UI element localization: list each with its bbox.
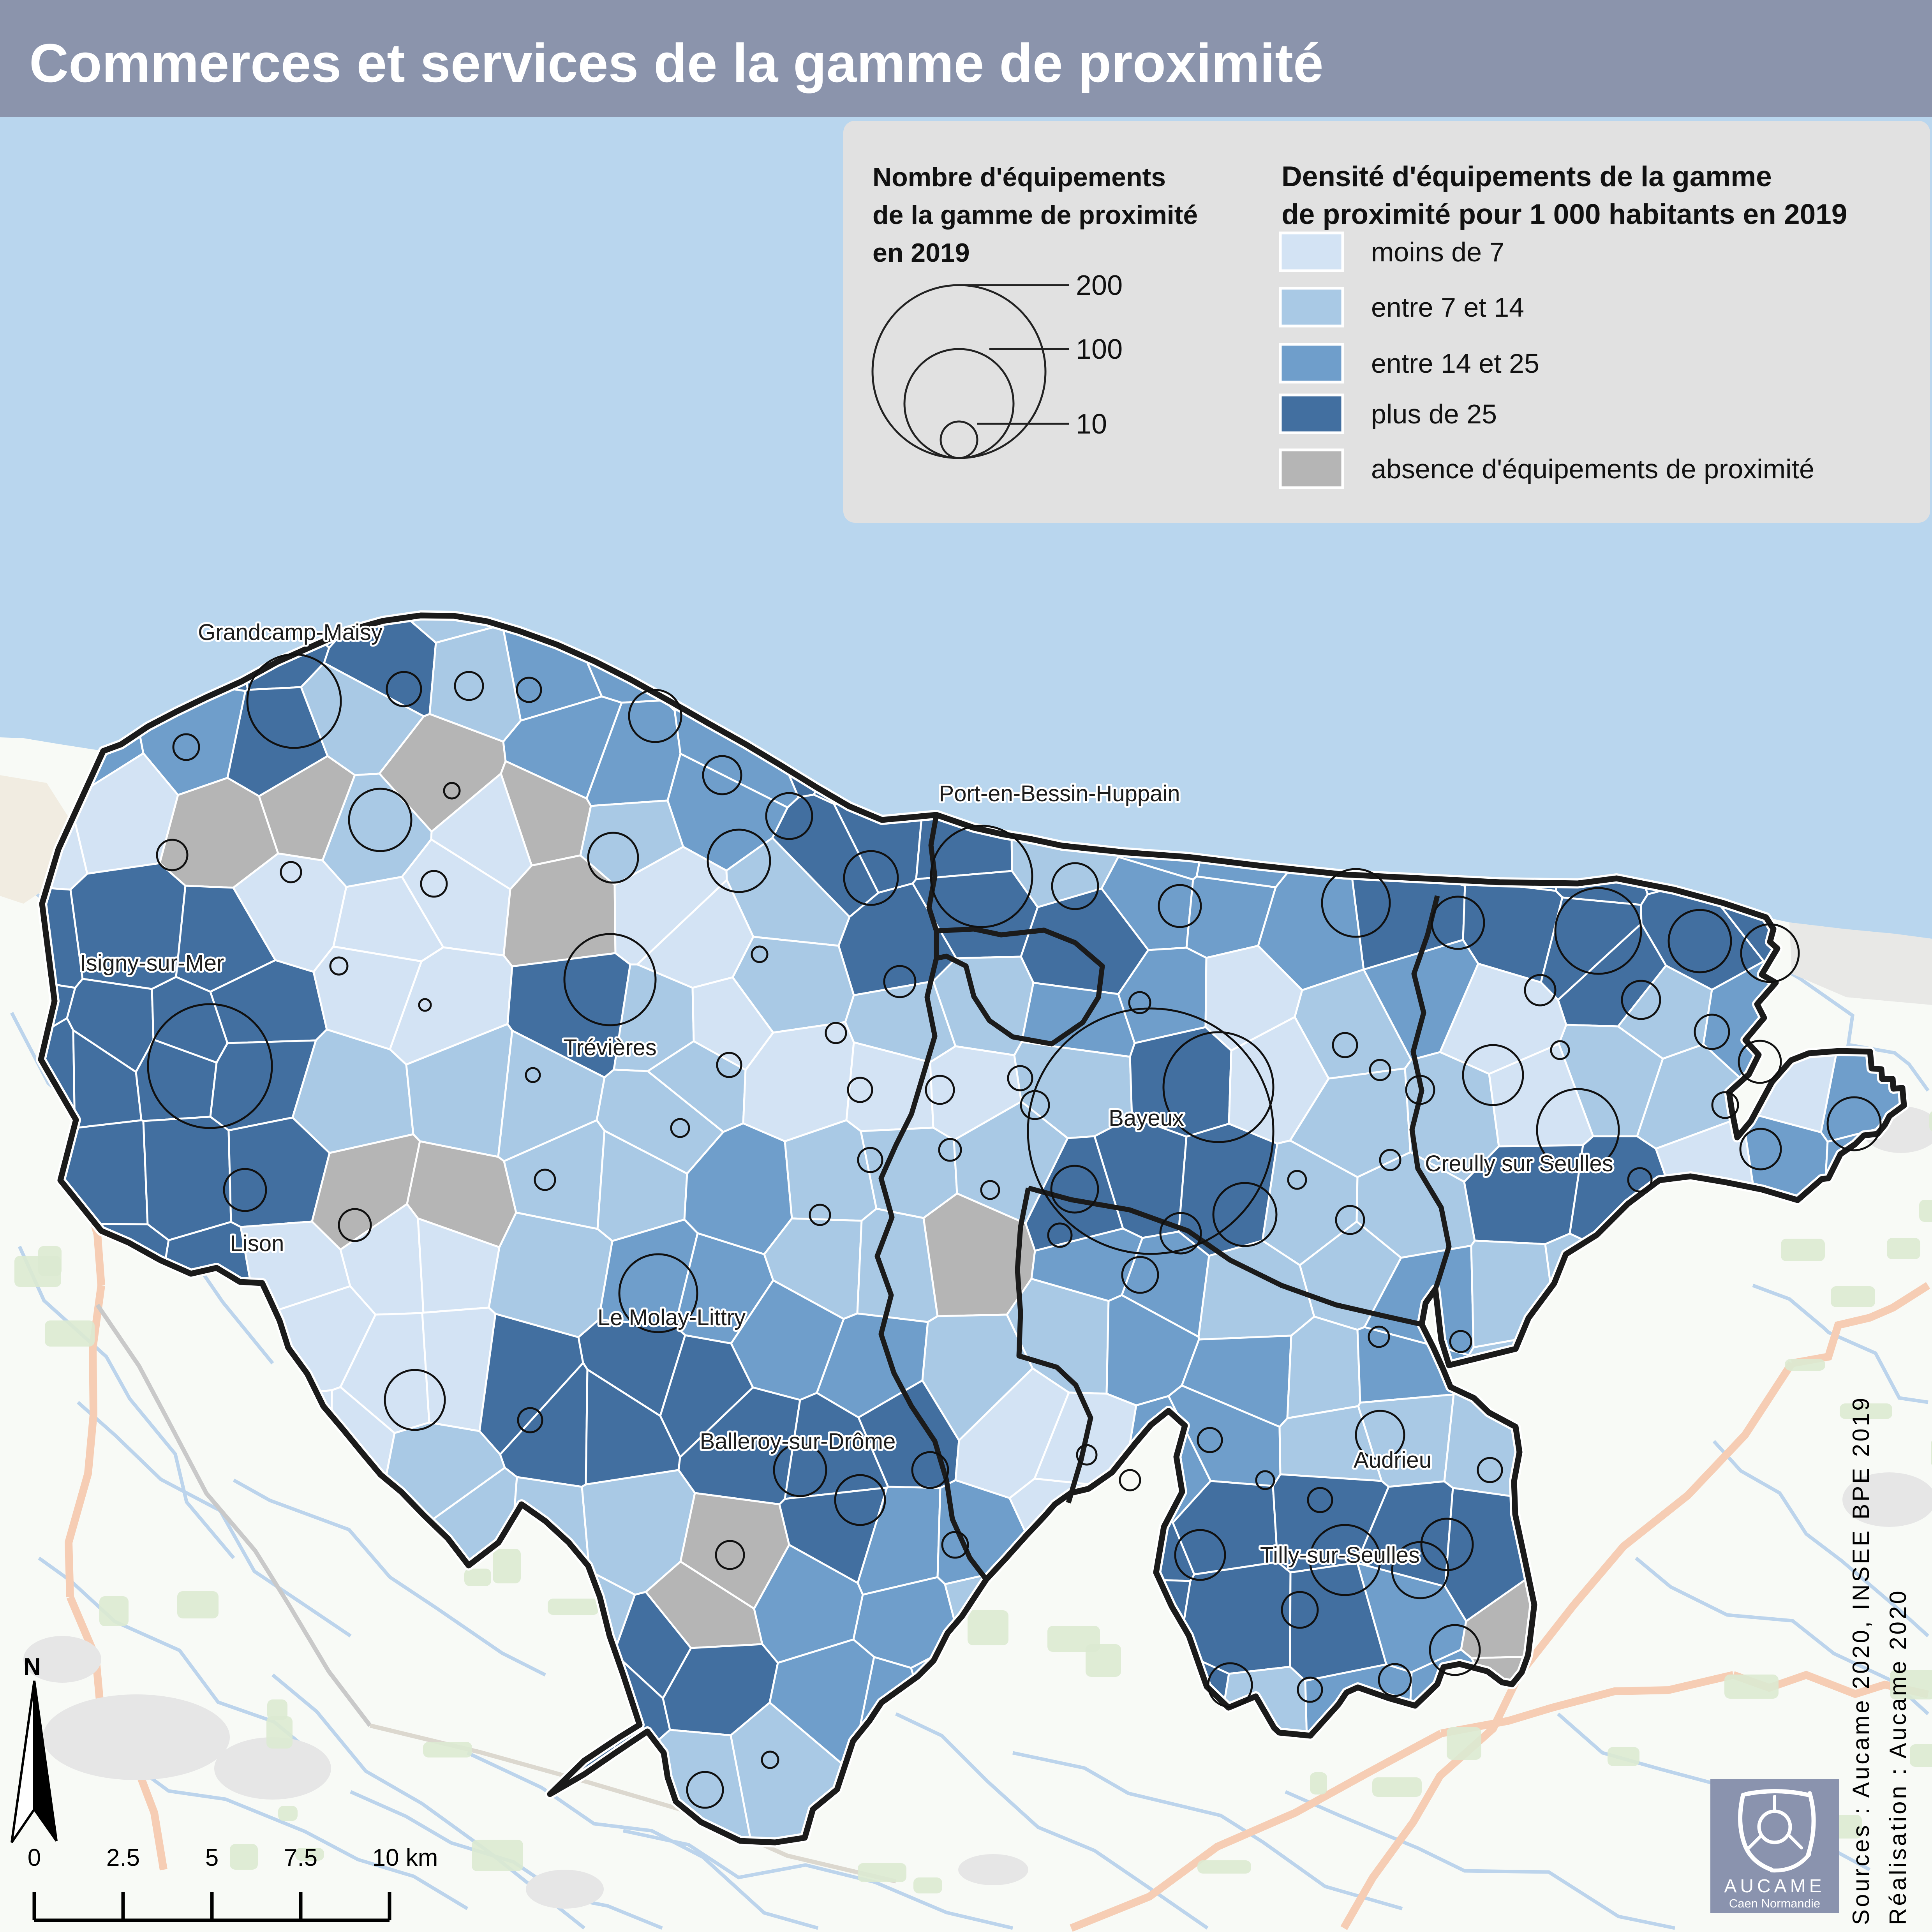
svg-text:N: N [23,1653,41,1680]
svg-text:AUCAME: AUCAME [1724,1876,1825,1897]
svg-text:200: 200 [1076,270,1123,301]
svg-text:100: 100 [1076,334,1123,365]
svg-text:10: 10 [1076,409,1107,440]
svg-text:Lison: Lison [230,1231,284,1256]
svg-text:Balleroy-sur-Drôme: Balleroy-sur-Drôme [700,1429,896,1454]
svg-text:absence d'équipements de proxi: absence d'équipements de proximité [1371,454,1814,484]
svg-text:Trévières: Trévières [563,1035,657,1060]
svg-text:Bayeux: Bayeux [1109,1105,1184,1131]
svg-text:entre 14 et 25: entre 14 et 25 [1371,348,1539,379]
svg-text:5: 5 [205,1844,219,1871]
svg-text:Le Molay-Littry: Le Molay-Littry [598,1305,746,1330]
svg-text:plus de 25: plus de 25 [1371,399,1497,429]
svg-text:Commerces et services de la ga: Commerces et services de la gamme de pro… [29,32,1324,93]
svg-text:Grandcamp-Maisy: Grandcamp-Maisy [198,620,383,645]
svg-text:de la gamme de proximité: de la gamme de proximité [873,200,1198,230]
svg-text:Creully sur Seulles: Creully sur Seulles [1425,1151,1613,1176]
svg-text:0: 0 [28,1844,41,1871]
svg-text:7.5: 7.5 [284,1844,317,1871]
svg-text:2.5: 2.5 [106,1844,140,1871]
svg-text:Tilly-sur-Seulles: Tilly-sur-Seulles [1260,1542,1420,1568]
svg-text:en 2019: en 2019 [873,238,970,268]
svg-text:moins de 7: moins de 7 [1371,237,1504,267]
svg-text:Sources : Aucame 2020, INSEE B: Sources : Aucame 2020, INSEE BPE 2019 [1848,1396,1874,1925]
svg-text:Audrieu: Audrieu [1354,1447,1431,1473]
svg-text:Isigny-sur-Mer: Isigny-sur-Mer [80,950,224,976]
svg-text:Port-en-Bessin-Huppain: Port-en-Bessin-Huppain [939,781,1180,806]
svg-text:Nombre d'équipements: Nombre d'équipements [873,162,1166,192]
svg-text:de proximité pour 1 000 habita: de proximité pour 1 000 habitants en 201… [1282,199,1847,230]
svg-text:Réalisation : Aucame 2020: Réalisation : Aucame 2020 [1885,1588,1911,1925]
svg-text:Caen Normandie: Caen Normandie [1729,1897,1820,1910]
svg-text:Densité d'équipements de la ga: Densité d'équipements de la gamme [1282,161,1772,192]
svg-text:10 km: 10 km [372,1844,438,1871]
svg-text:entre 7 et 14: entre 7 et 14 [1371,292,1524,323]
